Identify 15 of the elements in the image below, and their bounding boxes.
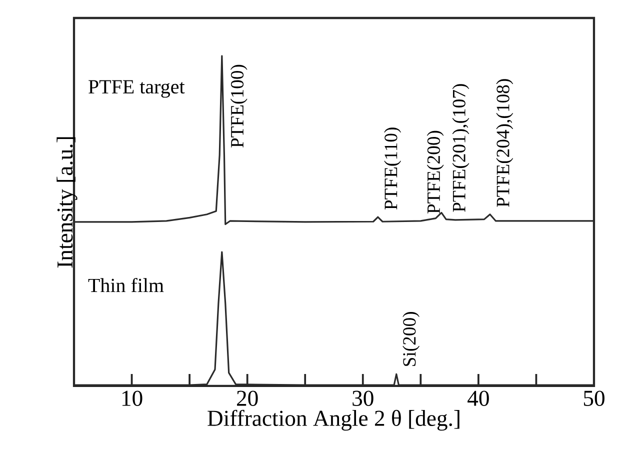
x-tick-label: 50	[584, 390, 604, 406]
text: Thin film	[88, 278, 164, 292]
annotation: Si(200)	[402, 312, 420, 366]
x-tick-label: 40	[468, 390, 489, 406]
y-axis-title: Intensity [a.u.]	[56, 137, 78, 268]
annotation: PTFE(100)	[230, 64, 248, 148]
x-axis-title: Diffraction Angle 2 θ [deg.]	[208, 410, 460, 431]
annotation: PTFE(204),(108)	[496, 79, 514, 207]
annotation: PTFE(200)	[426, 130, 444, 214]
annotation: PTFE(201),(107)	[452, 84, 470, 212]
x-tick-label: 20	[237, 390, 258, 406]
x-tick-label: 10	[122, 390, 142, 406]
annotation: PTFE(110)	[384, 128, 402, 210]
x-tick-label: 30	[352, 390, 374, 406]
series-label: PTFE target	[88, 80, 185, 98]
